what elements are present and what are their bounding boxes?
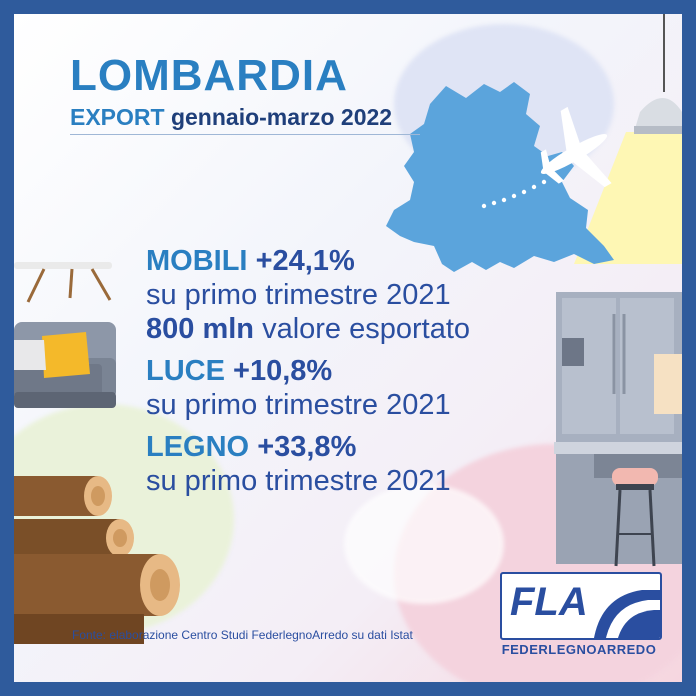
logs-icon	[14, 476, 180, 644]
stat-luce-compare: su primo trimestre 2021	[146, 389, 451, 421]
airplane-icon	[540, 106, 612, 188]
table-icon	[14, 262, 112, 303]
stat-mobili-headline: MOBILI +24,1%	[146, 244, 470, 278]
header: LOMBARDIA EXPORT gennaio-marzo 2022	[70, 54, 392, 131]
flight-path	[481, 179, 547, 209]
stat-mobili-export-value: 800 mln	[146, 313, 254, 345]
stat-legno-value: +33,8%	[257, 431, 357, 463]
page-title: LOMBARDIA	[70, 51, 348, 100]
background-blob-light	[344, 484, 504, 604]
logo-box: FLA	[500, 572, 662, 640]
infographic-panel: LOMBARDIA EXPORT gennaio-marzo 2022 MOBI…	[14, 14, 682, 682]
map-lombardia-icon	[386, 82, 614, 272]
stat-mobili-export-text: valore esportato	[262, 313, 471, 345]
pendant-lamp-icon	[574, 14, 682, 264]
stat-legno-headline: LEGNO +33,8%	[146, 430, 470, 464]
logo-arc-icon	[594, 590, 660, 638]
fla-logo: FLA FEDERLEGNOARREDO	[500, 572, 662, 662]
subtitle-export: EXPORT	[70, 104, 165, 130]
sofa-icon	[14, 322, 116, 408]
stat-mobili-compare: su primo trimestre 2021	[146, 279, 451, 311]
stat-mobili-label: MOBILI	[146, 245, 248, 277]
logo-name: FEDERLEGNOARREDO	[501, 642, 657, 657]
stat-luce-label: LUCE	[146, 355, 225, 387]
stat-legno-compare: su primo trimestre 2021	[146, 465, 451, 497]
bar-stool-icon	[612, 468, 658, 567]
stat-mobili-export: 800 mln valore esportato	[146, 312, 470, 346]
stat-mobili-value: +24,1%	[255, 245, 355, 277]
stat-legno-label: LEGNO	[146, 431, 250, 463]
source-note: Fonte: elaborazione Centro Studi Federle…	[72, 628, 413, 642]
stat-luce-value: +10,8%	[233, 355, 333, 387]
title-divider	[70, 134, 420, 135]
subtitle-period: gennaio-marzo 2022	[170, 104, 393, 130]
logo-abbr: FLA	[510, 580, 588, 624]
stat-luce-headline: LUCE +10,8%	[146, 354, 470, 388]
stats-block: MOBILI +24,1% su primo trimestre 2021 80…	[146, 244, 470, 498]
illustrations	[14, 14, 682, 644]
page-subtitle: EXPORT gennaio-marzo 2022	[70, 104, 392, 131]
